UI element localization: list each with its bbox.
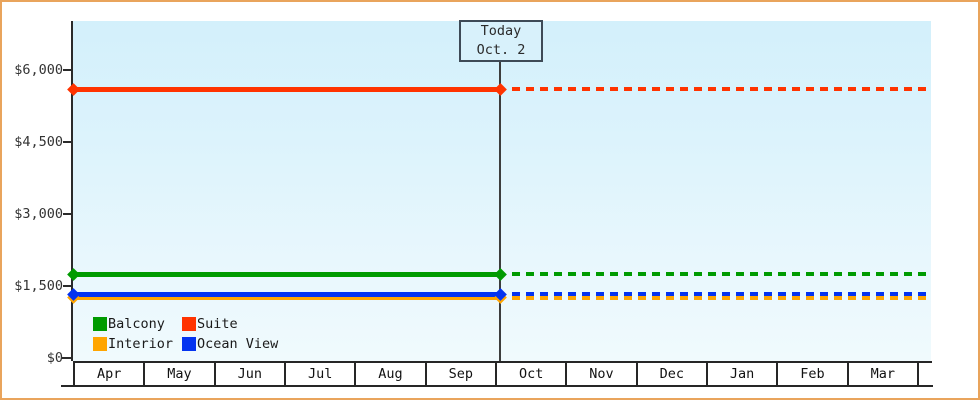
month-cell-jan: Jan [705, 363, 776, 385]
y-axis [71, 21, 73, 361]
month-cell-dec: Dec [635, 363, 706, 385]
y-axis-tick [63, 141, 71, 143]
month-cell-mar: Mar [846, 363, 917, 385]
y-axis-tick [63, 213, 71, 215]
legend-label: Suite [197, 316, 238, 332]
legend-swatch-interior [93, 337, 107, 351]
y-axis-tick [63, 69, 71, 71]
today-label: Today [480, 23, 522, 39]
y-axis-tick-label: $3,000 [14, 206, 63, 222]
today-vertical-line [499, 61, 501, 361]
series-line-suite [73, 86, 500, 92]
legend-row: Balcony Suite [93, 314, 278, 334]
month-cell-aug: Aug [354, 363, 424, 385]
series-projection-balcony [506, 272, 931, 276]
y-axis-tick-label: $0 [46, 350, 63, 366]
series-projection-suite [506, 87, 931, 92]
series-line-ocean-view [73, 291, 500, 297]
month-cell-jun: Jun [213, 363, 284, 385]
today-date-label: Oct. 2 [476, 42, 526, 58]
y-axis-tick [63, 285, 71, 287]
x-axis-month-band: Apr May Jun Jul Aug Sep Oct Nov Dec Jan Feb Mar [73, 361, 932, 385]
today-label-box: Today Oct. 2 [459, 20, 543, 62]
series-line-balcony [73, 271, 500, 277]
month-cell-oct: Oct [494, 363, 565, 385]
legend-swatch-ocean-view [182, 337, 196, 351]
legend-item-ocean-view: Ocean View [182, 336, 278, 352]
plot-area [73, 21, 931, 361]
legend-label: Balcony [108, 316, 165, 332]
legend-item-balcony: Balcony [93, 316, 182, 332]
month-cell-feb: Feb [776, 363, 846, 385]
legend-row: Interior Ocean View [93, 334, 278, 354]
x-axis-bottom-border [61, 385, 933, 387]
y-axis-tick-label: $6,000 [14, 62, 63, 78]
month-cell-may: May [143, 363, 213, 385]
y-axis-tick [61, 357, 71, 359]
y-axis-tick-label: $4,500 [14, 134, 63, 150]
legend-swatch-suite [182, 317, 196, 331]
y-axis-tick-label: $1,500 [14, 278, 63, 294]
legend-item-suite: Suite [182, 316, 238, 332]
legend: Balcony Suite Interior Ocean View [93, 314, 278, 354]
month-cell-sep: Sep [424, 363, 495, 385]
month-cell-partial [916, 363, 932, 385]
legend-swatch-balcony [93, 317, 107, 331]
legend-item-interior: Interior [93, 336, 182, 352]
legend-label: Ocean View [197, 336, 279, 352]
month-cell-jul: Jul [283, 363, 354, 385]
legend-label: Interior [108, 336, 174, 352]
month-cell-nov: Nov [565, 363, 635, 385]
series-projection-ocean-view [506, 292, 931, 297]
series-projection-interior [506, 295, 931, 300]
series-line-interior [73, 295, 500, 301]
month-cell-apr: Apr [73, 363, 143, 385]
